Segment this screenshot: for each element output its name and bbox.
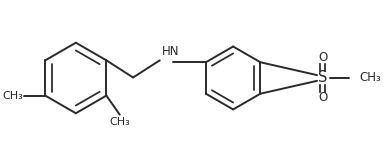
Text: S: S [318, 71, 327, 85]
Text: CH₃: CH₃ [109, 117, 130, 127]
Text: HN: HN [162, 45, 179, 58]
Text: CH₃: CH₃ [359, 71, 381, 84]
Text: O: O [318, 51, 327, 64]
Text: O: O [318, 91, 327, 104]
Text: CH₃: CH₃ [3, 91, 23, 101]
